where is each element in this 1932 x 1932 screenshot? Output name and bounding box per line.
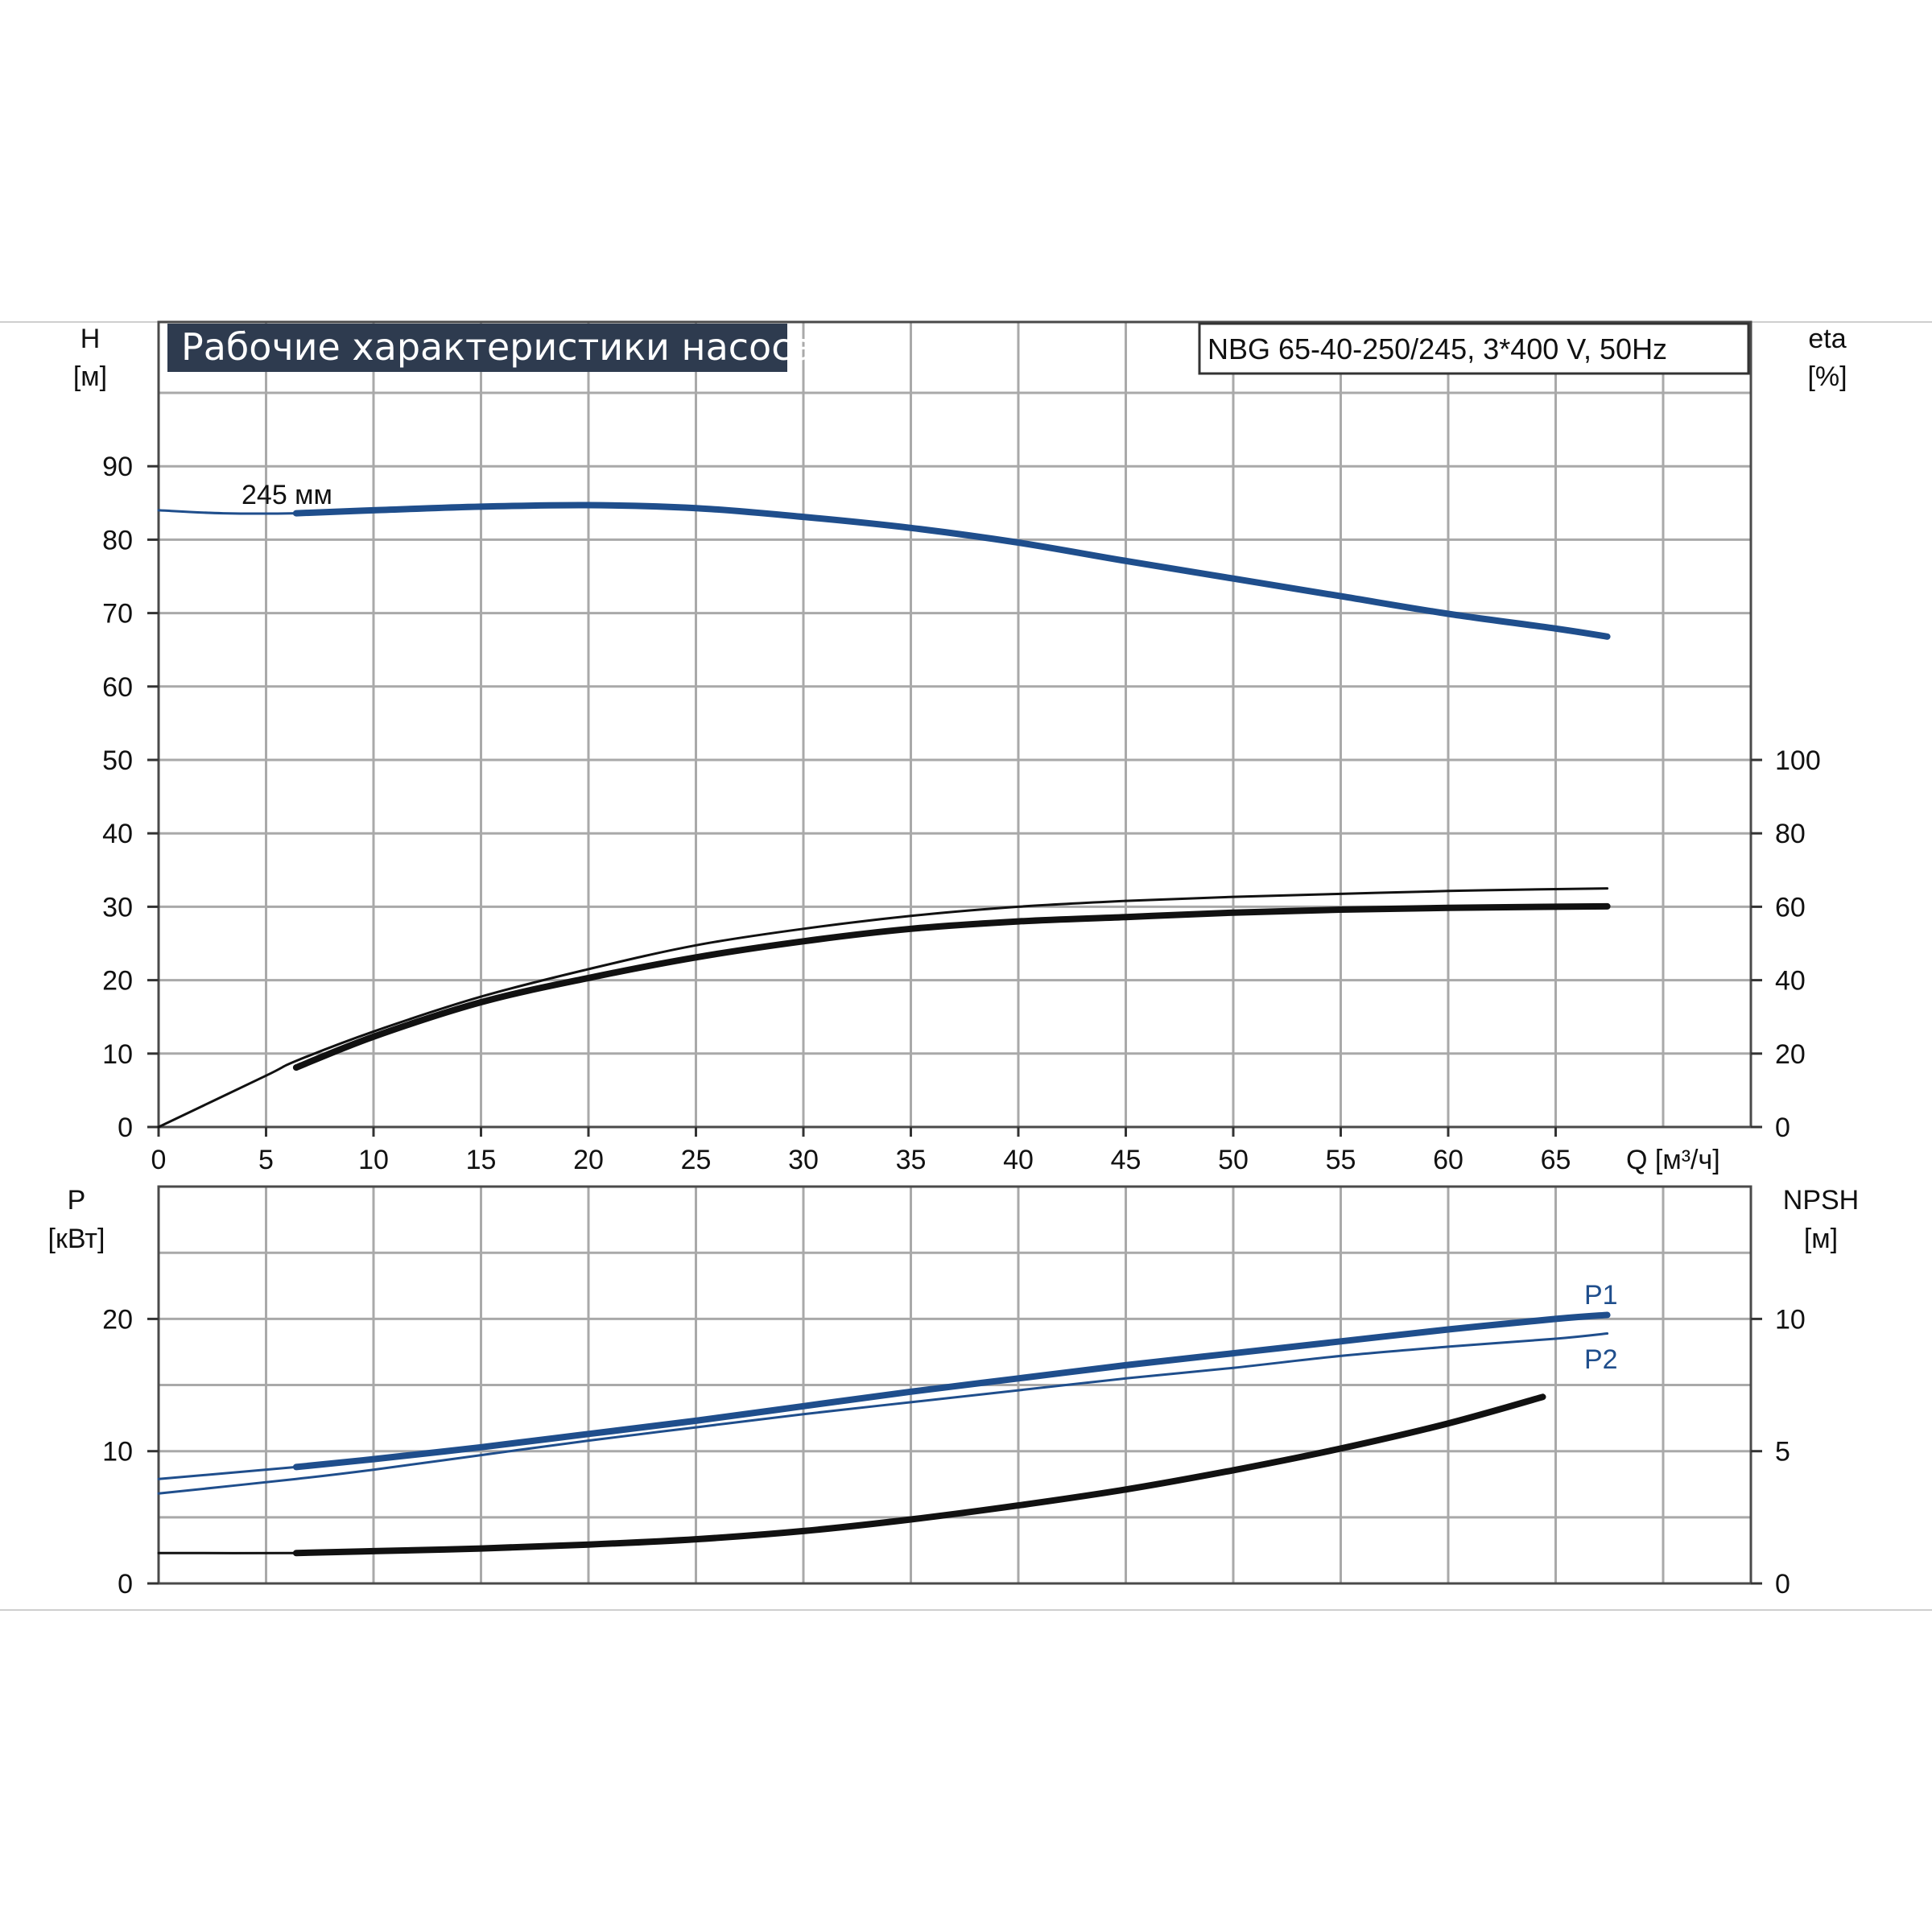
top-left-tick-label: 70 [102, 599, 133, 630]
bottom-right-tick-label: 0 [1775, 1569, 1790, 1600]
top-right-tick-label: 0 [1775, 1113, 1790, 1143]
p2-label: P2 [1584, 1344, 1618, 1375]
p1-curve [292, 1311, 1611, 1471]
efficiency-curve-bold-lead [295, 905, 1609, 1069]
top-left-tick-label: 60 [102, 672, 133, 703]
x-tick-label: 65 [1541, 1145, 1571, 1175]
top-left-tick-label: 10 [102, 1039, 133, 1070]
x-tick-label: 25 [681, 1145, 712, 1175]
top-grid [159, 322, 1751, 1127]
chart-title: Рабочие характеристики насоса [181, 325, 815, 369]
model-box [1198, 322, 1750, 375]
top-left-tick-label: 30 [102, 892, 133, 923]
bottom-left-tick-label: 0 [118, 1569, 133, 1600]
x-tick-label: 60 [1433, 1145, 1463, 1175]
curves [157, 502, 1611, 1557]
top-right-tick-label: 100 [1775, 745, 1821, 776]
p2-curve-lead [157, 1332, 1609, 1495]
x-tick-label: 40 [1003, 1145, 1034, 1175]
x-axis-label: Q [м³/ч] [1626, 1145, 1720, 1175]
bottom-right-axis-unit: [м] [1804, 1224, 1838, 1254]
top-left-tick-label: 50 [102, 745, 133, 776]
x-tick-label: 15 [466, 1145, 497, 1175]
model-label: NBG 65-40-250/245, 3*400 V, 50Hz [1208, 332, 1667, 365]
bottom-left-tick-label: 10 [102, 1437, 133, 1468]
x-tick-label: 0 [151, 1145, 167, 1175]
npsh-curve-lead [157, 1395, 1544, 1554]
bottom-right-tick-label: 10 [1775, 1304, 1806, 1335]
impeller-diameter-label: 245 мм [242, 480, 332, 510]
bottom-left-axis-symbol: P [68, 1185, 86, 1216]
top-plot-frame [157, 320, 1752, 1129]
x-tick-label: 30 [788, 1145, 819, 1175]
top-right-tick-label: 40 [1775, 966, 1806, 997]
x-tick-label: 10 [358, 1145, 389, 1175]
x-tick-label: 55 [1326, 1145, 1356, 1175]
bottom-plot-frame [157, 1185, 1752, 1585]
top-left-tick-label: 90 [102, 452, 133, 482]
top-right-tick-label: 20 [1775, 1039, 1806, 1070]
x-tick-label: 50 [1218, 1145, 1249, 1175]
top-left-tick-label: 0 [118, 1113, 133, 1143]
top-left-tick-label: 40 [102, 819, 133, 849]
efficiency-curve-bold [292, 902, 1611, 1071]
x-tick-label: 5 [258, 1145, 274, 1175]
bottom-right-axis-symbol: NPSH [1783, 1185, 1859, 1216]
top-left-tick-label: 20 [102, 966, 133, 997]
top-right-axis-symbol: eta [1808, 324, 1846, 354]
bottom-right-tick-label: 5 [1775, 1437, 1790, 1468]
title-box [167, 324, 787, 372]
top-right-axis-unit: [%] [1807, 361, 1847, 392]
p1-label: P1 [1584, 1280, 1618, 1311]
top-right-tick-label: 60 [1775, 892, 1806, 923]
tick-labels: 0 5 10 15 20 25 30 35 40 45 50 55 60 6501020304050607… [102, 452, 1821, 1600]
head-curve [292, 502, 1611, 640]
top-left-axis-unit: [м] [73, 361, 107, 392]
x-tick-label: 45 [1111, 1145, 1141, 1175]
bottom-left-tick-label: 20 [102, 1304, 133, 1335]
curve-labels: 245 мм P1 P2 [242, 480, 1618, 1375]
efficiency-curve-thin-lead [157, 887, 1609, 1129]
bottom-left-axis-unit: [кВт] [48, 1224, 105, 1254]
top-left-tick-label: 80 [102, 525, 133, 555]
top-left-axis-symbol: H [80, 324, 101, 354]
x-tick-label: 35 [896, 1145, 927, 1175]
top-right-tick-label: 80 [1775, 819, 1806, 849]
x-tick-label: 20 [573, 1145, 604, 1175]
npsh-curve [292, 1393, 1546, 1557]
